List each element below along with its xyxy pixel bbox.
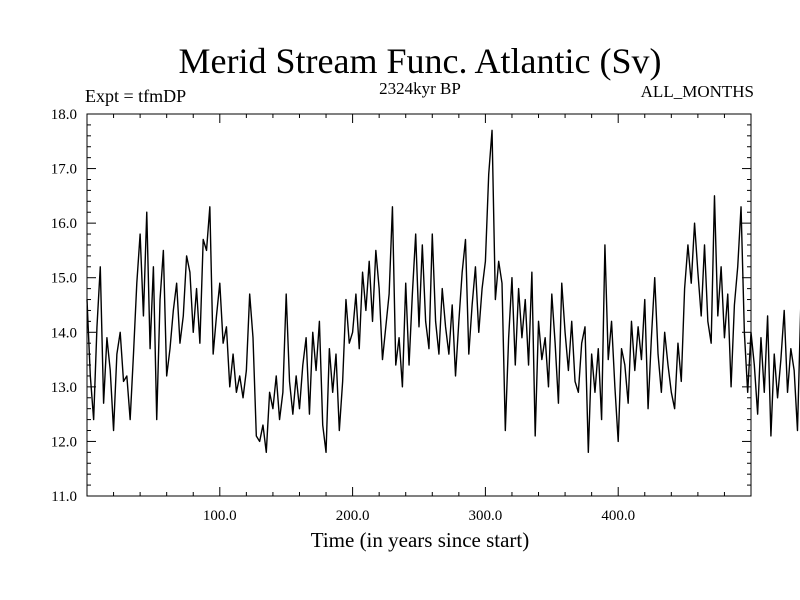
y-tick-label: 15.0 [51,271,77,287]
plot-frame [86,113,752,497]
axis-tick-labels: 11.0 12.0 13.0 14.0 15.0 16.0 17.0 18.0 100.0 200… [51,107,635,524]
axis-ticks [87,113,751,497]
chart-title: Merid Stream Func. Atlantic (Sv) [178,41,662,81]
x-axis-label: Time (in years since start) [310,528,530,552]
y-tick-label: 13.0 [51,380,77,396]
y-tick-label: 16.0 [51,216,77,232]
chart-subtitle: 2324kyr BP [379,79,461,98]
series-line [86,129,800,454]
y-tick-label: 11.0 [51,489,77,505]
months-label: ALL_MONTHS [640,82,754,101]
y-tick-label: 17.0 [51,162,77,178]
y-tick-label: 18.0 [51,107,77,123]
experiment-label: Expt = tfmDP [85,86,187,106]
y-tick-label: 14.0 [51,325,77,341]
x-tick-label: 200.0 [336,508,370,524]
x-tick-label: 400.0 [601,508,635,524]
y-tick-label: 12.0 [51,434,77,450]
x-tick-label: 100.0 [203,508,237,524]
x-tick-label: 300.0 [469,508,503,524]
